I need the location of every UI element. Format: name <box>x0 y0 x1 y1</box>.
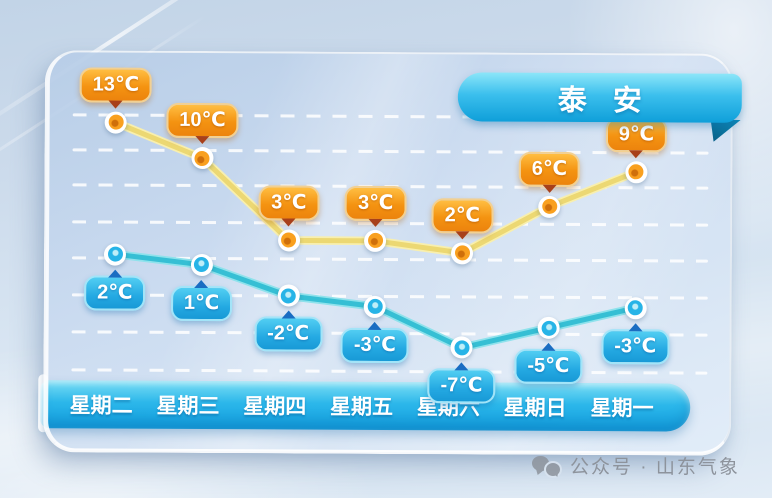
high-temperature-point <box>451 241 474 265</box>
high-temperature-badge: 6℃ <box>518 151 581 187</box>
day-label: 星期日 <box>503 396 567 420</box>
day-axis-bar: 星期二 星期三 星期四 星期五 星期六 星期日 星期一 <box>40 380 691 432</box>
low-temperature-point <box>624 296 647 319</box>
high-temperature-point <box>538 195 561 218</box>
high-temperature-point <box>364 229 387 252</box>
watermark-text: 公众号 · 山东气象 <box>570 457 740 478</box>
data-point-layer: 13℃ 10℃ 3℃ 3℃ 2℃ 6℃ 9℃ 2℃ 1℃ -2℃ -3℃ -7℃ -5℃ -3℃ <box>47 52 731 404</box>
low-temperature-point <box>364 295 387 318</box>
card-glass-edge <box>38 374 49 433</box>
high-temperature-point <box>191 146 214 170</box>
day-label: 星期一 <box>590 397 654 421</box>
city-name: 泰安 <box>557 84 668 117</box>
low-temperature-badge: 2℃ <box>84 275 146 311</box>
high-temperature-point <box>277 229 300 252</box>
gridlines <box>47 52 731 375</box>
banner-ribbon-fold <box>711 120 741 142</box>
low-temperature-badge: -5℃ <box>514 348 583 385</box>
low-temperature-point <box>277 284 300 307</box>
high-temperature-badge: 3℃ <box>344 185 407 221</box>
high-temperature-point <box>104 111 127 134</box>
city-banner: 泰安 <box>457 72 742 123</box>
low-temperature-badge: -3℃ <box>340 327 410 363</box>
high-temperature-badge: 13℃ <box>79 67 153 103</box>
forecast-card: 13℃ 10℃ 3℃ 3℃ 2℃ 6℃ 9℃ 2℃ 1℃ -2℃ -3℃ -7℃ -5℃ -3℃ 泰安 星… <box>38 52 742 454</box>
gridline <box>71 293 708 300</box>
day-label: 星期三 <box>156 394 220 419</box>
day-label: 星期四 <box>243 395 307 419</box>
low-temperature-point <box>537 316 560 339</box>
watermark: 公众号 · 山东气象 <box>532 452 740 479</box>
high-temperature-point <box>625 160 648 184</box>
day-label: 星期五 <box>330 395 394 420</box>
gridline <box>71 256 708 263</box>
low-temperature-point <box>450 336 473 359</box>
gridline <box>72 220 709 227</box>
low-temperature-badge: -7℃ <box>427 368 496 404</box>
high-temperature-badge: 10℃ <box>166 102 239 139</box>
low-temperature-badge: 1℃ <box>170 285 233 321</box>
low-temperature-point <box>190 253 213 276</box>
gridline <box>71 368 708 375</box>
chat-bubbles-icon <box>532 454 562 478</box>
low-temperature-point <box>103 243 127 266</box>
day-label: 星期二 <box>69 394 133 418</box>
low-temperature-badge: -2℃ <box>254 316 323 353</box>
high-temperature-badge: 3℃ <box>258 185 320 221</box>
low-temperature-badge: -3℃ <box>601 328 670 365</box>
high-temperature-badge: 2℃ <box>431 197 494 234</box>
